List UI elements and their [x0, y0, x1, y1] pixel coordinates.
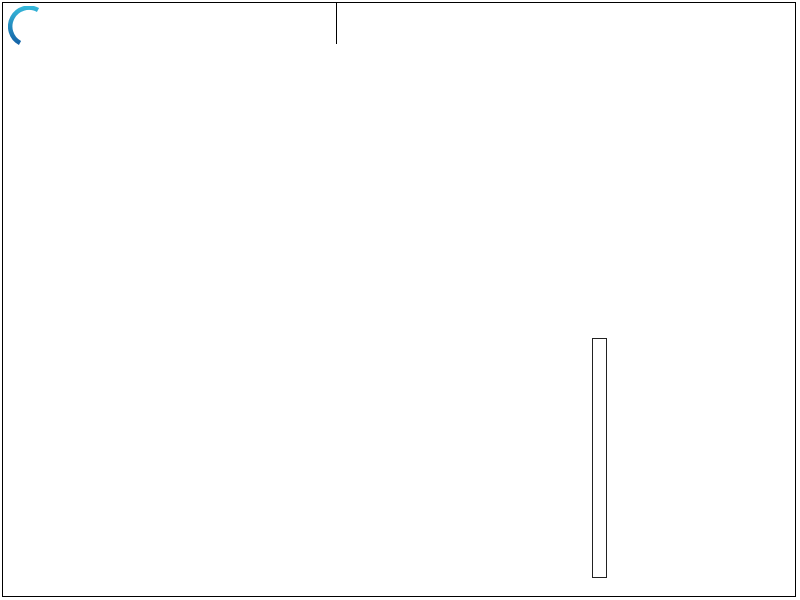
legend-negative: [668, 518, 682, 533]
header-divider: [336, 3, 337, 44]
crescent-logo-icon: [8, 6, 40, 45]
lowell-digisonde-logo: [8, 6, 118, 46]
doppler-colorbar: [592, 338, 607, 578]
legend-positive: [668, 396, 682, 411]
